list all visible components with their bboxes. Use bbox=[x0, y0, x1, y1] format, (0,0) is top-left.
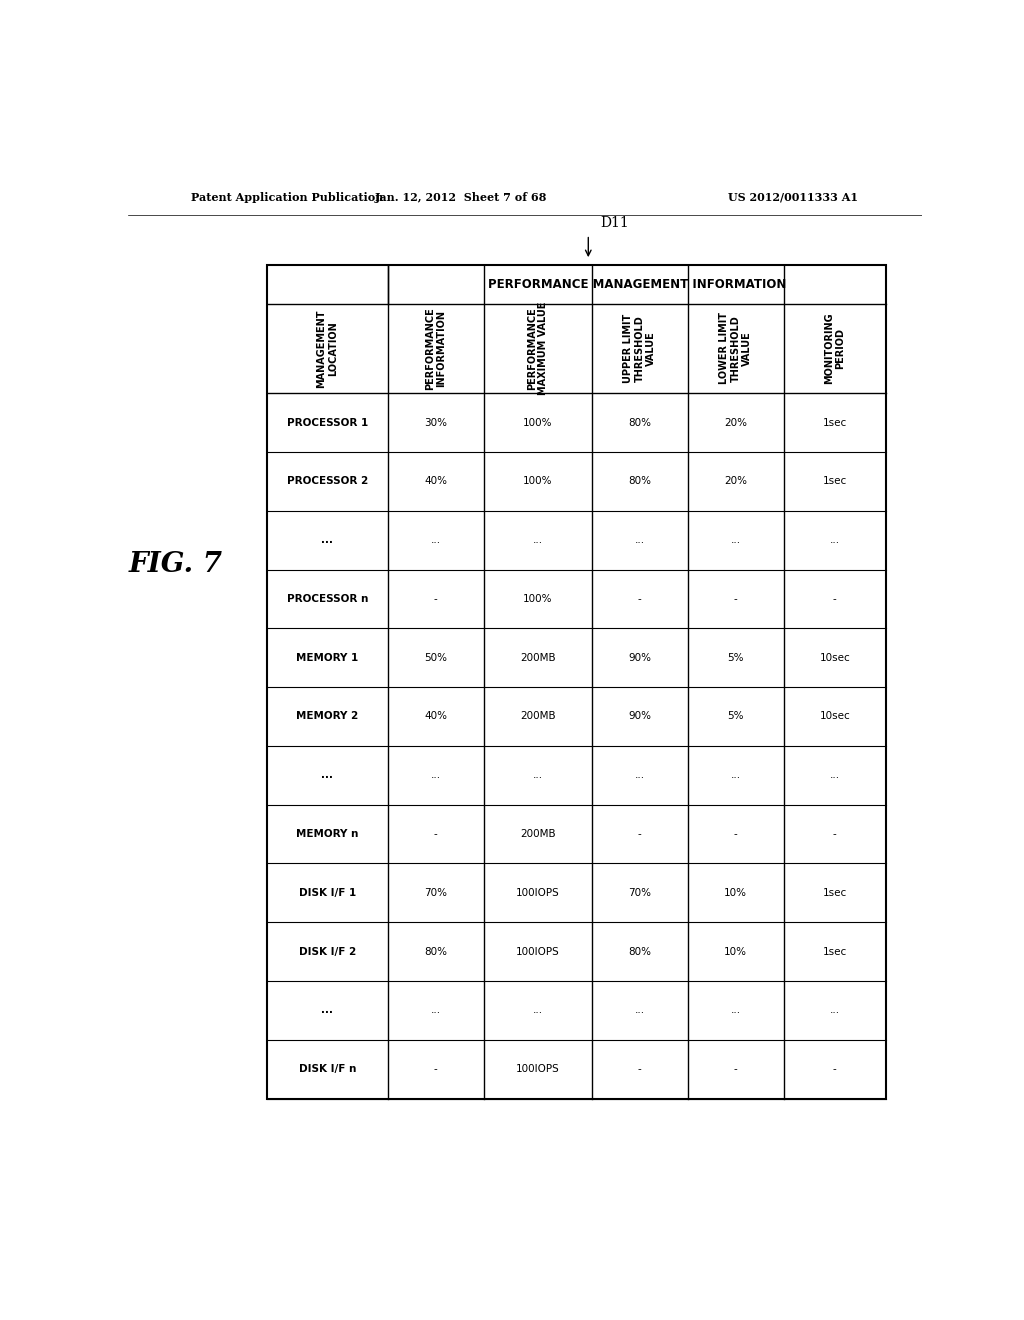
Text: -: - bbox=[434, 1064, 437, 1074]
Text: 100%: 100% bbox=[523, 477, 552, 486]
Text: MONITORING
PERIOD: MONITORING PERIOD bbox=[824, 313, 846, 384]
Text: Patent Application Publication: Patent Application Publication bbox=[191, 191, 384, 202]
Text: FIG. 7: FIG. 7 bbox=[129, 552, 222, 578]
Text: MEMORY 1: MEMORY 1 bbox=[296, 652, 358, 663]
Text: 1sec: 1sec bbox=[822, 417, 847, 428]
Text: 1sec: 1sec bbox=[822, 946, 847, 957]
Text: 20%: 20% bbox=[724, 417, 748, 428]
Text: ...: ... bbox=[829, 1006, 840, 1015]
Text: ...: ... bbox=[430, 535, 440, 545]
Text: LOWER LIMIT
THRESHOLD
VALUE: LOWER LIMIT THRESHOLD VALUE bbox=[719, 313, 753, 384]
Text: ...: ... bbox=[322, 1006, 333, 1015]
Text: ...: ... bbox=[635, 535, 645, 545]
Text: PERFORMANCE
INFORMATION: PERFORMANCE INFORMATION bbox=[425, 308, 446, 389]
Text: -: - bbox=[833, 594, 837, 605]
Text: 80%: 80% bbox=[629, 477, 651, 486]
Text: 200MB: 200MB bbox=[520, 711, 555, 722]
Text: ...: ... bbox=[829, 771, 840, 780]
Text: 10sec: 10sec bbox=[819, 652, 850, 663]
Text: 50%: 50% bbox=[424, 652, 447, 663]
Text: 200MB: 200MB bbox=[520, 829, 555, 840]
Text: ...: ... bbox=[430, 1006, 440, 1015]
Text: -: - bbox=[434, 829, 437, 840]
Text: -: - bbox=[638, 829, 642, 840]
Text: UPPER LIMIT
THRESHOLD
VALUE: UPPER LIMIT THRESHOLD VALUE bbox=[624, 314, 656, 383]
Text: MANAGEMENT
LOCATION: MANAGEMENT LOCATION bbox=[316, 309, 338, 388]
Text: ...: ... bbox=[731, 771, 740, 780]
Text: 70%: 70% bbox=[424, 888, 447, 898]
Text: 100IOPS: 100IOPS bbox=[516, 1064, 559, 1074]
Text: 10sec: 10sec bbox=[819, 711, 850, 722]
Text: 100IOPS: 100IOPS bbox=[516, 888, 559, 898]
Text: 1sec: 1sec bbox=[822, 888, 847, 898]
Text: 100%: 100% bbox=[523, 417, 552, 428]
Text: -: - bbox=[638, 594, 642, 605]
Text: MEMORY n: MEMORY n bbox=[296, 829, 358, 840]
Text: 5%: 5% bbox=[727, 652, 744, 663]
Text: 10%: 10% bbox=[724, 888, 748, 898]
Text: -: - bbox=[734, 594, 737, 605]
Text: -: - bbox=[833, 829, 837, 840]
Text: DISK I/F n: DISK I/F n bbox=[299, 1064, 356, 1074]
Text: ...: ... bbox=[731, 1006, 740, 1015]
Text: ...: ... bbox=[532, 771, 543, 780]
Text: ...: ... bbox=[430, 771, 440, 780]
Text: 40%: 40% bbox=[424, 711, 447, 722]
Text: ...: ... bbox=[829, 535, 840, 545]
Text: 90%: 90% bbox=[629, 652, 651, 663]
Text: US 2012/0011333 A1: US 2012/0011333 A1 bbox=[728, 191, 858, 202]
Text: ...: ... bbox=[731, 535, 740, 545]
Text: -: - bbox=[434, 594, 437, 605]
Text: 70%: 70% bbox=[629, 888, 651, 898]
Text: -: - bbox=[734, 1064, 737, 1074]
Text: 80%: 80% bbox=[629, 946, 651, 957]
Text: DISK I/F 2: DISK I/F 2 bbox=[299, 946, 356, 957]
Text: 100IOPS: 100IOPS bbox=[516, 946, 559, 957]
Text: PROCESSOR 1: PROCESSOR 1 bbox=[287, 417, 368, 428]
Text: PERFORMANCE MANAGEMENT INFORMATION: PERFORMANCE MANAGEMENT INFORMATION bbox=[487, 279, 786, 290]
Text: 200MB: 200MB bbox=[520, 652, 555, 663]
Text: PROCESSOR 2: PROCESSOR 2 bbox=[287, 477, 368, 486]
Text: 90%: 90% bbox=[629, 711, 651, 722]
Text: -: - bbox=[734, 829, 737, 840]
Text: 20%: 20% bbox=[724, 477, 748, 486]
Text: 100%: 100% bbox=[523, 594, 552, 605]
Text: ...: ... bbox=[635, 1006, 645, 1015]
Text: 10%: 10% bbox=[724, 946, 748, 957]
Text: MEMORY 2: MEMORY 2 bbox=[296, 711, 358, 722]
Text: 1sec: 1sec bbox=[822, 477, 847, 486]
Text: PERFORMANCE
MAXIMUM VALUE: PERFORMANCE MAXIMUM VALUE bbox=[527, 302, 549, 395]
Text: ...: ... bbox=[532, 535, 543, 545]
Text: 80%: 80% bbox=[629, 417, 651, 428]
Text: -: - bbox=[833, 1064, 837, 1074]
Text: 5%: 5% bbox=[727, 711, 744, 722]
Text: D11: D11 bbox=[600, 215, 629, 230]
Text: DISK I/F 1: DISK I/F 1 bbox=[299, 888, 356, 898]
Text: -: - bbox=[638, 1064, 642, 1074]
Text: 30%: 30% bbox=[424, 417, 447, 428]
Text: ...: ... bbox=[322, 771, 333, 780]
Bar bbox=[267, 265, 886, 1098]
Text: 80%: 80% bbox=[424, 946, 447, 957]
Text: 40%: 40% bbox=[424, 477, 447, 486]
Text: ...: ... bbox=[532, 1006, 543, 1015]
Text: ...: ... bbox=[322, 535, 333, 545]
Text: Jan. 12, 2012  Sheet 7 of 68: Jan. 12, 2012 Sheet 7 of 68 bbox=[375, 191, 548, 202]
Text: ...: ... bbox=[635, 771, 645, 780]
Text: PROCESSOR n: PROCESSOR n bbox=[287, 594, 368, 605]
